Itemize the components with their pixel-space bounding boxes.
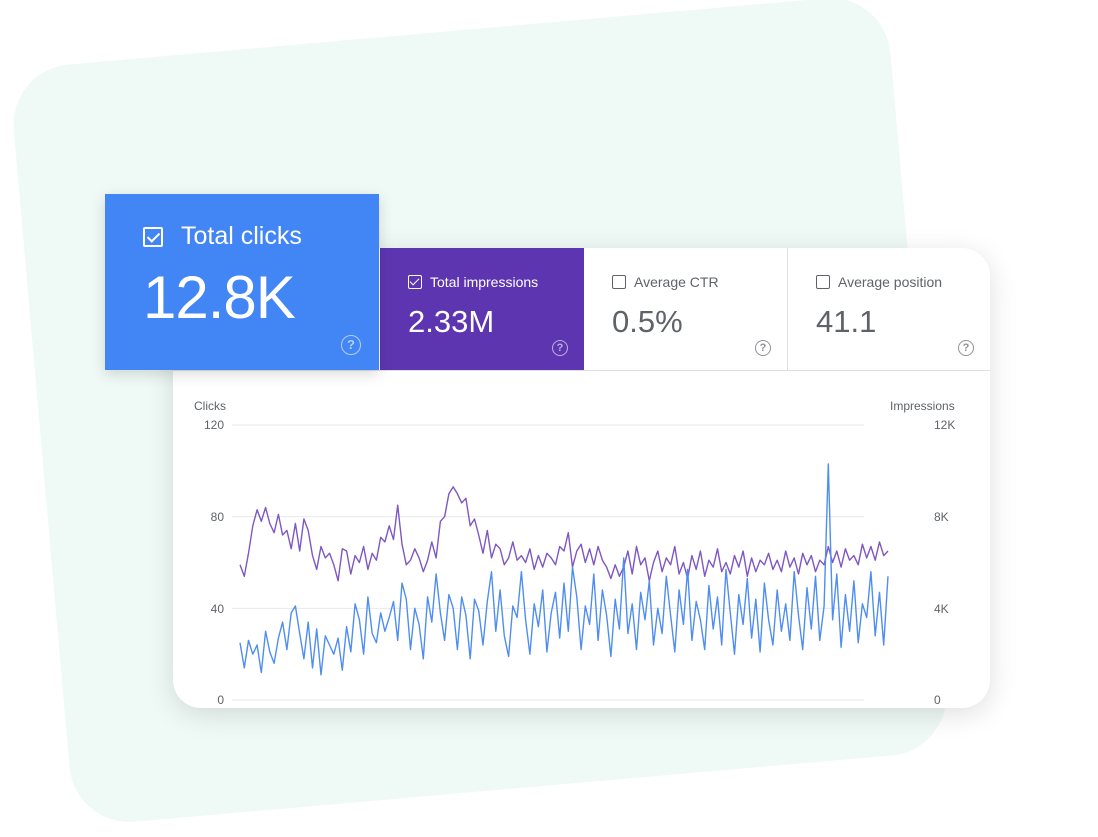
help-circle-icon[interactable]: ?: [755, 340, 771, 356]
left-tick-label: 40: [210, 602, 224, 616]
clicks-series-line: [239, 463, 889, 676]
total-impressions-value: 2.33M: [408, 304, 495, 339]
right-tick-label: 0: [934, 693, 941, 707]
help-circle-icon[interactable]: ?: [341, 335, 361, 355]
metrics-divider: [173, 370, 990, 371]
total-impressions-checkbox-icon[interactable]: [408, 275, 422, 289]
average-ctr-value: 0.5%: [612, 304, 683, 339]
average-position-metric[interactable]: Average position 41.1 ?: [788, 248, 990, 370]
right-tick-label: 8K: [934, 510, 949, 524]
average-position-value: 41.1: [816, 304, 877, 339]
average-ctr-metric[interactable]: Average CTR 0.5% ?: [584, 248, 788, 370]
left-tick-label: 120: [203, 418, 224, 432]
average-ctr-label: Average CTR: [634, 274, 719, 290]
right-axis-title: Impressions: [890, 399, 955, 413]
average-position-label: Average position: [838, 274, 943, 290]
average-ctr-checkbox-icon[interactable]: [612, 275, 626, 289]
total-clicks-label: Total clicks: [181, 222, 302, 250]
impressions-series-line: [239, 486, 889, 582]
total-impressions-metric[interactable]: Total impressions 2.33M ?: [380, 248, 584, 370]
average-position-checkbox-icon[interactable]: [816, 275, 830, 289]
left-tick-label: 0: [217, 693, 224, 707]
left-tick-label: 80: [210, 510, 224, 524]
help-circle-icon[interactable]: ?: [552, 340, 568, 356]
total-clicks-value: 12.8K: [143, 264, 296, 331]
total-clicks-checkbox-icon[interactable]: [143, 226, 163, 247]
total-impressions-label: Total impressions: [430, 274, 539, 290]
right-tick-label: 4K: [934, 602, 949, 616]
left-axis-title: Clicks: [194, 399, 226, 413]
help-circle-icon[interactable]: ?: [958, 340, 974, 356]
right-tick-label: 12K: [934, 418, 956, 432]
total-clicks-metric[interactable]: Total clicks 12.8K ?: [105, 194, 379, 370]
